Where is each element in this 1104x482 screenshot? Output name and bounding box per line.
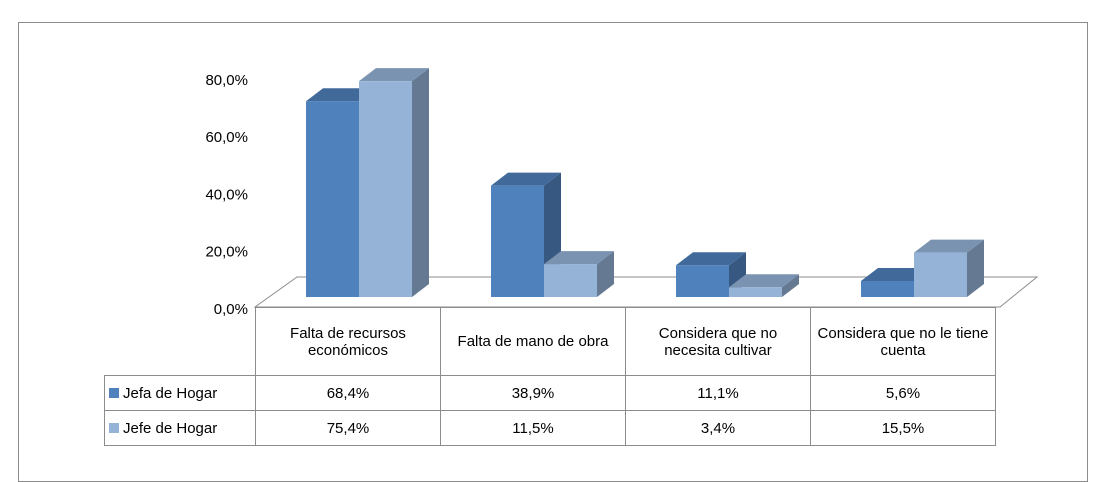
- bar-front: [306, 101, 359, 297]
- y-tick-label: 20,0%: [205, 244, 248, 261]
- value-label: 5,6%: [810, 375, 996, 411]
- legend-entry: Jefa de Hogar: [104, 375, 256, 411]
- bar-front: [359, 81, 412, 297]
- legend-key: [109, 387, 119, 398]
- table-row: Jefa de Hogar 68,4% 38,9% 11,1% 5,6%: [104, 375, 996, 411]
- table-header-row: Falta de recursos económicos Falta de man…: [104, 307, 996, 376]
- value-label: 38,9%: [440, 375, 626, 411]
- bar-front: [676, 265, 729, 297]
- bar-front: [729, 287, 782, 297]
- y-tick-label: 80,0%: [205, 72, 248, 89]
- value-label: 15,5%: [810, 410, 996, 446]
- bar-top: [359, 68, 429, 82]
- bar-side: [782, 274, 799, 297]
- value-label: 75,4%: [255, 410, 441, 446]
- value-label: 68,4%: [255, 375, 441, 411]
- chart: 0,0%20,0%40,0%60,0%80,0%: [205, 68, 1039, 318]
- page: 0,0% 20,0% 40,0% 60,0% 80,0% Falta de recurs…: [18, 22, 1088, 482]
- category-label: Falta de recursos económicos: [255, 307, 441, 376]
- table-row: Jefe de Hogar 75,4% 11,5% 3,4% 15,5%: [104, 410, 996, 446]
- y-tick-label: 60,0%: [205, 129, 248, 146]
- legend-label: Jefe de Hogar: [123, 419, 218, 437]
- bar-top: [729, 274, 799, 288]
- bar-front: [914, 252, 967, 297]
- legend-entry: Jefe de Hogar: [104, 410, 256, 446]
- bar-front: [491, 185, 544, 297]
- category-label: Considera que no le tiene cuenta: [810, 307, 996, 376]
- bar-side: [412, 68, 429, 297]
- category-label: Considera que no necesita cultivar: [625, 307, 811, 376]
- bar-side: [967, 239, 984, 297]
- legend-key: [109, 422, 119, 433]
- value-label: 11,1%: [625, 375, 811, 411]
- bar: [544, 251, 614, 297]
- value-label: 11,5%: [440, 410, 626, 446]
- category-label: Falta de mano de obra: [440, 307, 626, 376]
- bar-top: [914, 239, 984, 253]
- bar-top: [544, 251, 614, 265]
- data-table: Falta de recursos económicos Falta de man…: [104, 307, 996, 446]
- bar-top: [861, 267, 931, 281]
- bar-front: [544, 264, 597, 297]
- bar: [914, 239, 984, 297]
- bar-top: [491, 172, 561, 186]
- bar-top: [306, 88, 376, 102]
- legend-label: Jefa de Hogar: [123, 384, 218, 402]
- table-corner: [104, 307, 256, 376]
- bar-front: [861, 280, 914, 297]
- bar-top: [676, 252, 746, 266]
- value-label: 3,4%: [625, 410, 811, 446]
- bar: [729, 274, 799, 297]
- bar: [359, 68, 429, 297]
- y-tick-label: 40,0%: [205, 186, 248, 203]
- bar-side: [597, 251, 614, 297]
